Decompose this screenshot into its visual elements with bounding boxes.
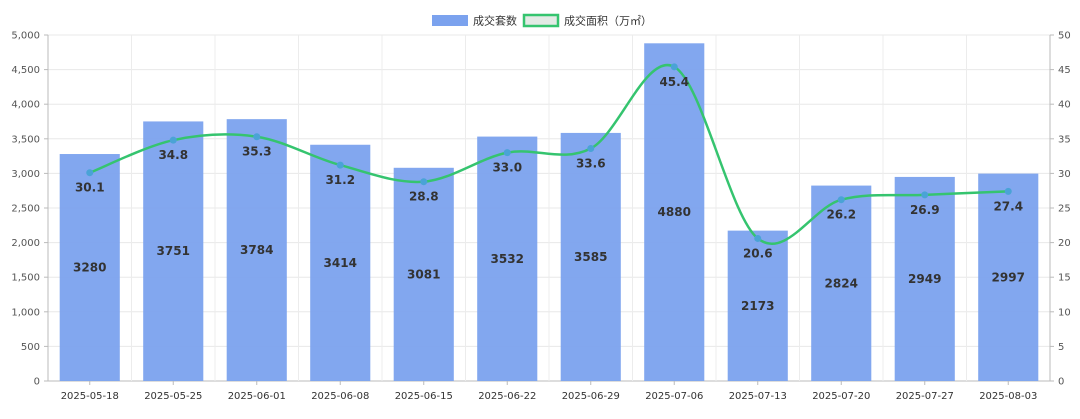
- y-right-tick-label: 35: [1058, 134, 1071, 145]
- line-value-label: 20.6: [743, 246, 773, 260]
- y-left-tick-label: 5,000: [11, 31, 40, 42]
- x-tick-label: 2025-07-06: [645, 391, 703, 402]
- bar: [644, 43, 705, 381]
- line-point: [1004, 187, 1012, 195]
- line-point: [754, 234, 762, 242]
- line-value-label: 45.4: [659, 75, 689, 89]
- bar-labels: 3280 3751 3784 3414 3081 3532 3585 4880 2173 2824…: [73, 205, 1025, 313]
- bar: [59, 154, 120, 381]
- bar-value-label: 3280: [73, 261, 106, 275]
- legend-swatch-line: [522, 13, 560, 28]
- x-tick-label: 2025-08-03: [979, 391, 1037, 402]
- line-series: 30.1 34.8 35.3 31.2 28.8 33.0 33.6 45.4 20.6 26.2…: [75, 63, 1023, 260]
- y-left-tick-label: 4,000: [11, 100, 40, 111]
- y-right-tick-label: 20: [1058, 238, 1071, 249]
- bar: [727, 230, 788, 381]
- y-right-tick-label: 5: [1058, 342, 1064, 353]
- line-value-label: 33.0: [492, 161, 522, 175]
- y-right-tick-label: 45: [1058, 65, 1071, 76]
- bar: [560, 132, 621, 381]
- y-left-tick-label: 0: [34, 377, 40, 388]
- bar: [811, 185, 872, 381]
- x-axis: 2025-05-18 2025-05-25 2025-06-01 2025-06-08…: [61, 381, 1037, 402]
- legend-label-bar: 成交套数: [473, 14, 517, 28]
- x-tick-label: 2025-06-29: [562, 391, 620, 402]
- bar-value-label: 3532: [491, 252, 524, 266]
- line-point: [253, 133, 261, 141]
- line-point: [169, 136, 177, 144]
- line-value-label: 30.1: [75, 181, 105, 195]
- bar-value-label: 2997: [992, 270, 1025, 284]
- bar: [226, 119, 287, 381]
- y-right-tick-label: 30: [1058, 169, 1071, 180]
- bar: [978, 173, 1039, 381]
- bar: [143, 121, 204, 382]
- bar: [894, 176, 955, 381]
- x-tick-label: 2025-06-15: [395, 391, 453, 402]
- bar-value-label: 2824: [825, 276, 858, 290]
- y-left-tick-label: 1,000: [11, 307, 40, 318]
- bar-value-label: 3585: [574, 250, 607, 264]
- bar: [393, 167, 454, 381]
- y-right-tick-label: 25: [1058, 204, 1071, 215]
- y-left-tick-label: 2,500: [11, 204, 40, 215]
- y-right-tick-label: 50: [1058, 31, 1071, 42]
- y-left-tick-label: 4,500: [11, 65, 40, 76]
- line-value-label: 35.3: [242, 145, 272, 159]
- line-point: [587, 144, 595, 152]
- line-value-label: 34.8: [158, 148, 188, 162]
- x-tick-label: 2025-05-18: [61, 391, 119, 402]
- x-tick-label: 2025-06-01: [228, 391, 286, 402]
- line-point: [420, 178, 428, 186]
- y-axis-left: 0 500 1,000 1,500 2,000 2,500 3,000 3,500 4,000 4…: [11, 31, 49, 388]
- bar-value-label: 4880: [658, 205, 691, 219]
- line-value-label: 28.8: [409, 190, 439, 204]
- legend[interactable]: 成交套数 成交面积（万㎡）: [432, 14, 652, 28]
- line-point: [670, 63, 678, 71]
- y-right-tick-label: 40: [1058, 100, 1071, 111]
- line-point: [86, 169, 94, 177]
- line-point: [837, 196, 845, 204]
- x-tick-label: 2025-07-27: [896, 391, 954, 402]
- x-tick-label: 2025-07-20: [812, 391, 870, 402]
- line-value-label: 33.6: [576, 156, 606, 170]
- line-value-label: 31.2: [325, 173, 355, 187]
- line-point: [336, 161, 344, 169]
- bar-value-label: 2173: [741, 299, 774, 313]
- y-left-tick-label: 500: [21, 342, 40, 353]
- x-tick-label: 2025-06-08: [311, 391, 369, 402]
- line-value-label: 26.2: [826, 208, 856, 222]
- bar-value-label: 3414: [324, 256, 357, 270]
- y-axis-right: 0 5 10 15 20 25 30 35 40 45 50: [1049, 31, 1071, 388]
- bar-value-label: 3081: [407, 267, 440, 281]
- y-left-tick-label: 1,500: [11, 273, 40, 284]
- y-left-tick-label: 3,000: [11, 169, 40, 180]
- bar-value-label: 3784: [240, 243, 273, 257]
- line-point: [503, 149, 511, 157]
- bar: [477, 136, 538, 381]
- y-left-tick-label: 2,000: [11, 238, 40, 249]
- y-right-tick-label: 10: [1058, 307, 1071, 318]
- legend-swatch-bar: [432, 15, 468, 26]
- line-value-label: 26.9: [910, 203, 940, 217]
- y-left-tick-label: 3,500: [11, 134, 40, 145]
- bar-value-label: 3751: [157, 244, 190, 258]
- line-value-label: 27.4: [993, 199, 1023, 213]
- y-right-tick-label: 0: [1058, 377, 1064, 388]
- legend-label-line: 成交面积（万㎡）: [564, 14, 652, 28]
- bar-series: [59, 43, 1039, 382]
- line-point: [921, 191, 929, 199]
- x-tick-label: 2025-06-22: [478, 391, 536, 402]
- x-tick-label: 2025-07-13: [729, 391, 787, 402]
- x-tick-label: 2025-05-25: [144, 391, 202, 402]
- bar: [310, 144, 371, 381]
- y-right-tick-label: 15: [1058, 273, 1071, 284]
- bar-value-label: 2949: [908, 272, 941, 286]
